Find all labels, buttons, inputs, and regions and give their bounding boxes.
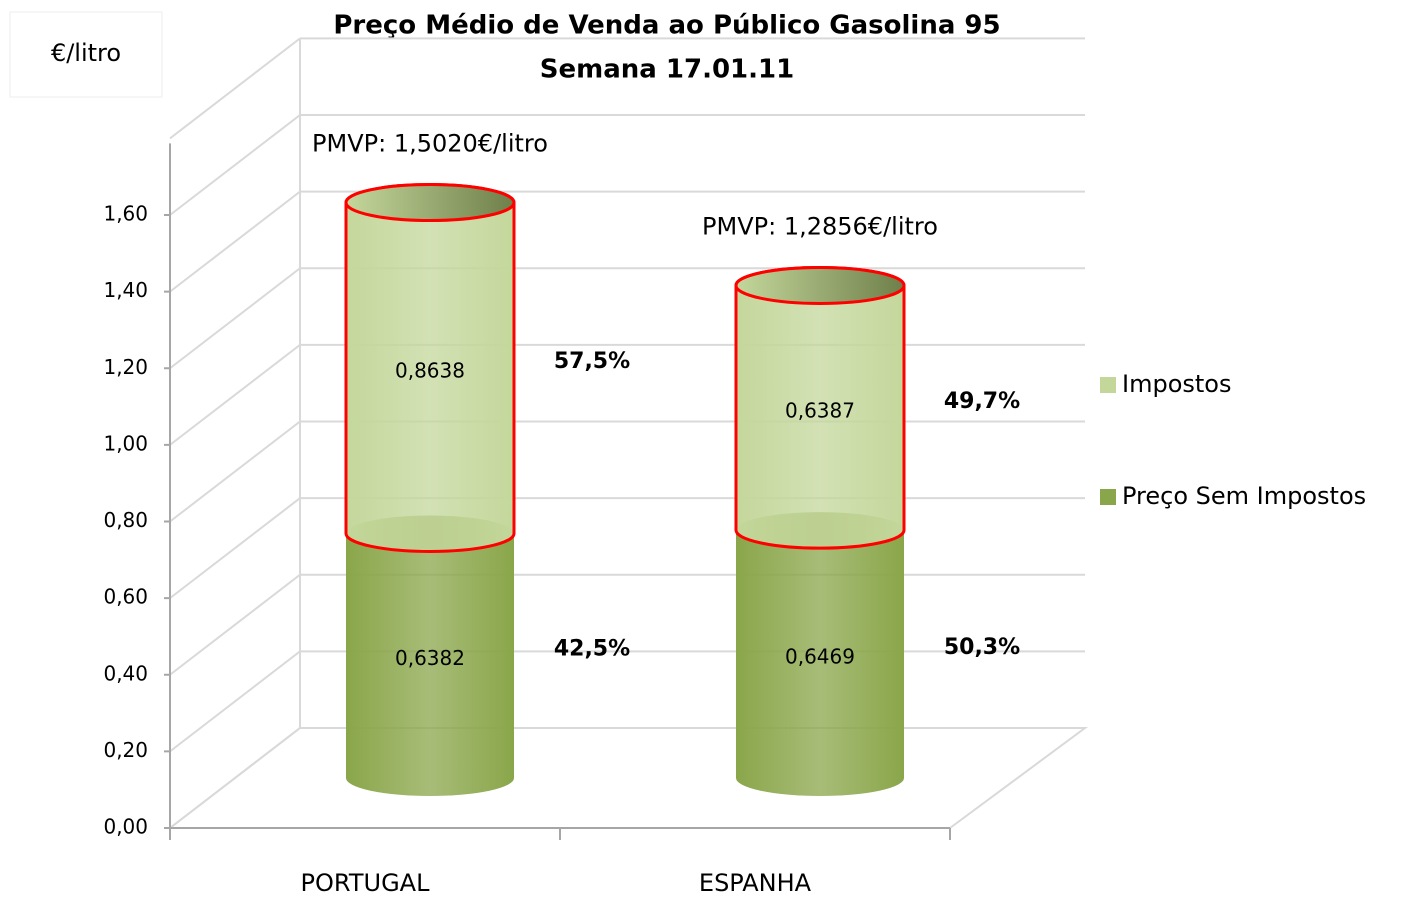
- y-tick-label: 0,20: [103, 738, 148, 762]
- share-label: 42,5%: [554, 637, 630, 662]
- share-label: 57,5%: [554, 349, 630, 374]
- legend-label: Impostos: [1122, 370, 1231, 398]
- y-tick-label: 1,00: [103, 431, 148, 455]
- y-tick-label: 0,80: [103, 508, 148, 532]
- y-tick-label: 0,60: [103, 585, 148, 609]
- cylinder-segment: [736, 512, 904, 796]
- unit-box: [9, 11, 163, 98]
- chart-title: Preço Médio de Venda ao Público Gasolina…: [333, 11, 1000, 41]
- grid-line: [169, 190, 1085, 293]
- legend-label: Preço Sem Impostos: [1122, 482, 1366, 510]
- grid-line: [169, 727, 1085, 829]
- y-tick-label: 0,00: [103, 815, 148, 839]
- wall-top: [169, 37, 301, 140]
- x-tick-label: PORTUGAL: [301, 869, 431, 897]
- value-label: 0,6469: [785, 645, 855, 669]
- x-tick-label: ESPANHA: [699, 869, 812, 897]
- grid-line: [169, 420, 1085, 523]
- share-label: 49,7%: [944, 389, 1020, 414]
- total-annotation: PMVP: 1,2856€/litro: [702, 212, 938, 240]
- cylinder-top: [734, 265, 906, 305]
- chart-subtitle: Semana 17.01.11: [540, 55, 794, 85]
- legend-swatch: [1100, 489, 1116, 505]
- grid-line: [169, 497, 1085, 599]
- grid-line: [169, 114, 1085, 216]
- y-tick-label: 1,40: [103, 278, 148, 302]
- legend-swatch: [1100, 377, 1116, 393]
- y-tick-label: 0,40: [103, 661, 148, 685]
- y-tick-label: 1,20: [103, 355, 148, 379]
- cylinder-segment: [346, 515, 514, 796]
- grid-line: [169, 650, 1085, 753]
- value-label: 0,6382: [395, 646, 465, 670]
- value-label: 0,8638: [395, 359, 465, 383]
- value-label: 0,6387: [785, 398, 855, 422]
- y-unit-label: €/litro: [51, 39, 121, 67]
- cylinder-top: [344, 183, 516, 223]
- total-annotation: PMVP: 1,5020€/litro: [312, 130, 548, 158]
- y-tick-label: 1,60: [103, 202, 148, 226]
- floor: [169, 727, 1089, 829]
- share-label: 50,3%: [944, 635, 1020, 660]
